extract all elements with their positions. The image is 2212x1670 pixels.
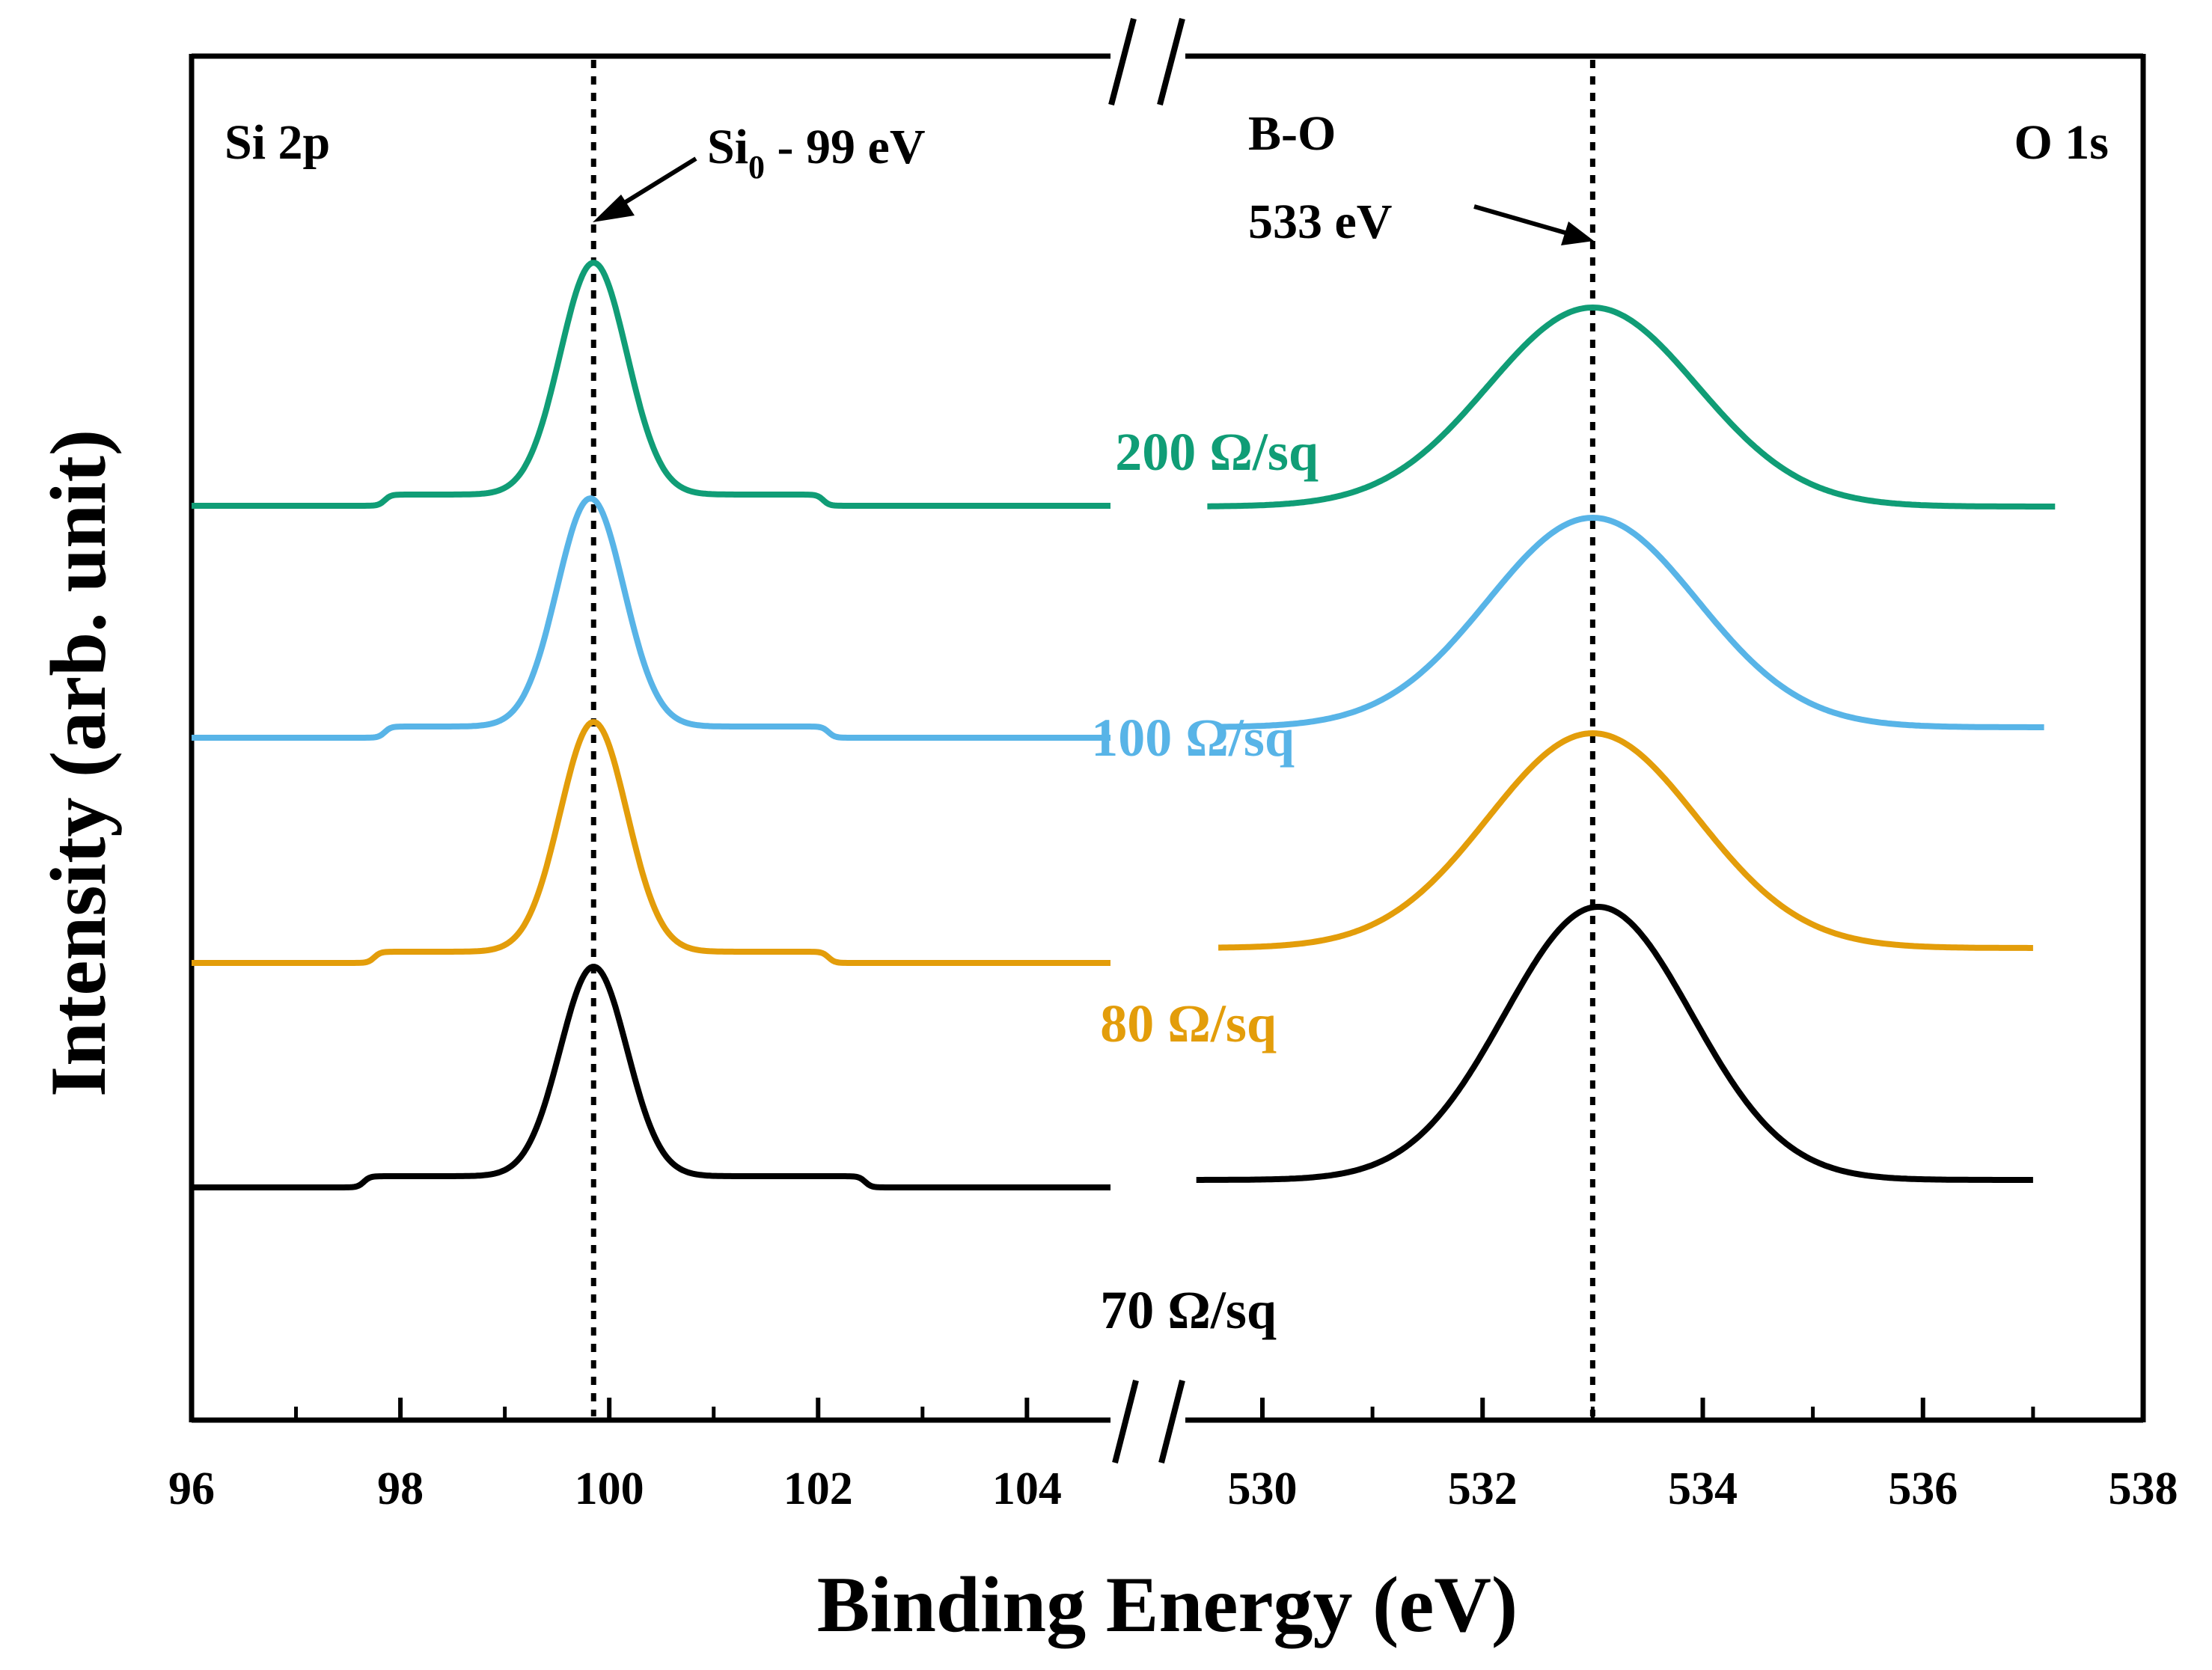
x-tick-label: 96 — [168, 1463, 215, 1514]
x-axis-title: Binding Energy (eV) — [817, 1561, 1518, 1648]
annotation-bo-energy: 533 eV — [1248, 195, 1392, 249]
panel-label-si2p: Si 2p — [224, 115, 330, 170]
x-axis-tick-labels: 96 98 100 102 104 530 532 534 536 538 — [168, 1463, 2178, 1514]
annotation-bo-arrow — [1473, 204, 1594, 245]
reference-lines — [590, 60, 1595, 1416]
annotation-si0: Si0 - 99 eV — [707, 120, 925, 186]
series-line-o1s — [1217, 515, 2045, 730]
series-line-si2p — [190, 495, 1112, 741]
series-line-si2p — [190, 260, 1112, 509]
series-line-si2p — [190, 964, 1112, 1190]
x-axis-ticks — [189, 1398, 2145, 1420]
series-curves — [190, 260, 2056, 1190]
series-label: 80 Ω/sq — [1100, 994, 1277, 1053]
series-labels: 200 Ω/sq 100 Ω/sq 80 Ω/sq 70 Ω/sq — [1091, 422, 1319, 1340]
panel-label-o1s: O 1s — [2014, 115, 2109, 170]
series-label: 100 Ω/sq — [1091, 708, 1295, 768]
y-axis-title: Intensity (arb. unit) — [34, 429, 122, 1097]
axis-break-top — [1108, 17, 1185, 112]
series-line-o1s — [1206, 305, 2056, 510]
x-tick-label: 536 — [1888, 1463, 1958, 1514]
x-tick-label: 104 — [992, 1463, 1062, 1514]
x-tick-label: 532 — [1448, 1463, 1518, 1514]
x-tick-label: 530 — [1227, 1463, 1297, 1514]
x-tick-label: 102 — [783, 1463, 853, 1514]
axis-break-bottom — [1110, 1380, 1185, 1466]
series-label: 70 Ω/sq — [1100, 1280, 1277, 1340]
series-line-si2p — [190, 719, 1112, 966]
annotation-si0-arrow — [593, 156, 697, 222]
annotation-bo-title: B-O — [1248, 106, 1336, 161]
series-line-o1s — [1217, 730, 2034, 951]
series-label: 200 Ω/sq — [1115, 422, 1319, 482]
x-tick-label: 534 — [1668, 1463, 1738, 1514]
x-tick-label: 100 — [575, 1463, 644, 1514]
x-tick-label: 98 — [377, 1463, 424, 1514]
x-tick-label: 538 — [2109, 1463, 2178, 1514]
series-line-o1s — [1195, 904, 2034, 1183]
